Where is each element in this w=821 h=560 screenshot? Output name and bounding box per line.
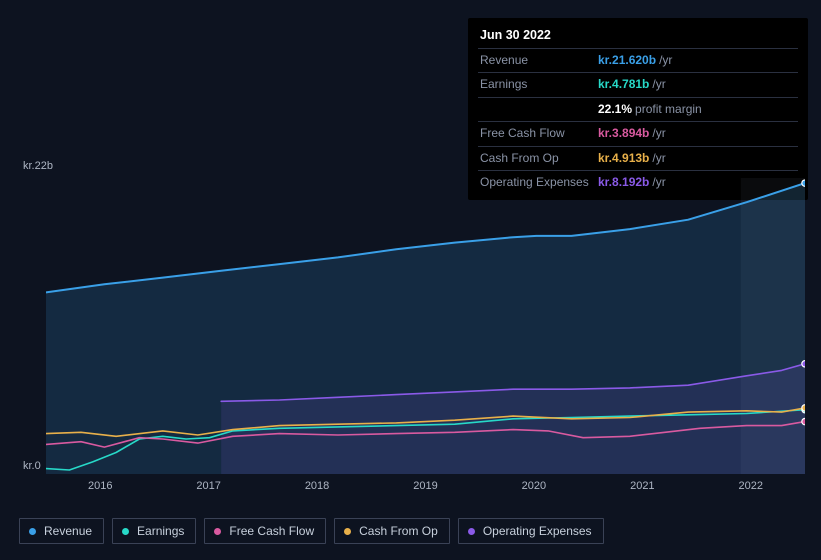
tooltip-row-value: 22.1% [598, 101, 632, 118]
legend-label: Free Cash Flow [229, 524, 314, 538]
tooltip-row-unit: profit margin [635, 101, 702, 118]
tooltip-row-unit: /yr [652, 76, 665, 93]
x-axis-tick: 2021 [588, 480, 696, 492]
tooltip-row-value: kr.4.913b [598, 150, 649, 167]
y-axis-min-label: kr.0 [23, 460, 41, 472]
legend-label: Earnings [137, 524, 184, 538]
legend-item-operating-expenses[interactable]: Operating Expenses [458, 518, 604, 544]
x-axis-tick: 2019 [371, 480, 479, 492]
x-axis-tick: 2017 [154, 480, 262, 492]
tooltip-row-value: kr.4.781b [598, 76, 649, 93]
tooltip-row-unit: /yr [659, 52, 672, 69]
legend-item-free-cash-flow[interactable]: Free Cash Flow [204, 518, 326, 544]
tooltip-row: Free Cash Flowkr.3.894b/yr [478, 121, 798, 145]
tooltip-row: Earningskr.4.781b/yr [478, 72, 798, 96]
tooltip-row-label: Revenue [480, 52, 598, 69]
x-axis: 2016201720182019202020212022 [46, 480, 805, 492]
legend-dot-icon [29, 528, 36, 535]
chart-plot-area[interactable] [46, 178, 805, 474]
financials-chart-container: Jun 30 2022 Revenuekr.21.620b/yrEarnings… [0, 0, 821, 560]
tooltip-row-label: Earnings [480, 76, 598, 93]
legend-dot-icon [214, 528, 221, 535]
tooltip-date: Jun 30 2022 [478, 26, 798, 48]
legend-dot-icon [344, 528, 351, 535]
tooltip-row-value: kr.21.620b [598, 52, 656, 69]
x-axis-tick: 2018 [263, 480, 371, 492]
legend-item-revenue[interactable]: Revenue [19, 518, 104, 544]
x-axis-tick: 2016 [46, 480, 154, 492]
tooltip-row: Cash From Opkr.4.913b/yr [478, 146, 798, 170]
tooltip-row: 22.1%profit margin [478, 97, 798, 121]
legend-label: Revenue [44, 524, 92, 538]
y-axis-max-label: kr.22b [23, 160, 53, 172]
legend-label: Operating Expenses [483, 524, 592, 538]
x-axis-tick: 2022 [697, 480, 805, 492]
legend-dot-icon [122, 528, 129, 535]
tooltip-row-unit: /yr [652, 125, 665, 142]
tooltip-row-value: kr.3.894b [598, 125, 649, 142]
tooltip-row: Revenuekr.21.620b/yr [478, 48, 798, 72]
chart-legend: Revenue Earnings Free Cash Flow Cash From O… [19, 518, 604, 544]
legend-dot-icon [468, 528, 475, 535]
legend-item-earnings[interactable]: Earnings [112, 518, 196, 544]
legend-item-cash-from-op[interactable]: Cash From Op [334, 518, 450, 544]
tooltip-row-unit: /yr [652, 150, 665, 167]
hover-tooltip: Jun 30 2022 Revenuekr.21.620b/yrEarnings… [468, 18, 808, 200]
tooltip-row-label: Free Cash Flow [480, 125, 598, 142]
x-axis-tick: 2020 [480, 480, 588, 492]
tooltip-row-label: Cash From Op [480, 150, 598, 167]
legend-label: Cash From Op [359, 524, 438, 538]
